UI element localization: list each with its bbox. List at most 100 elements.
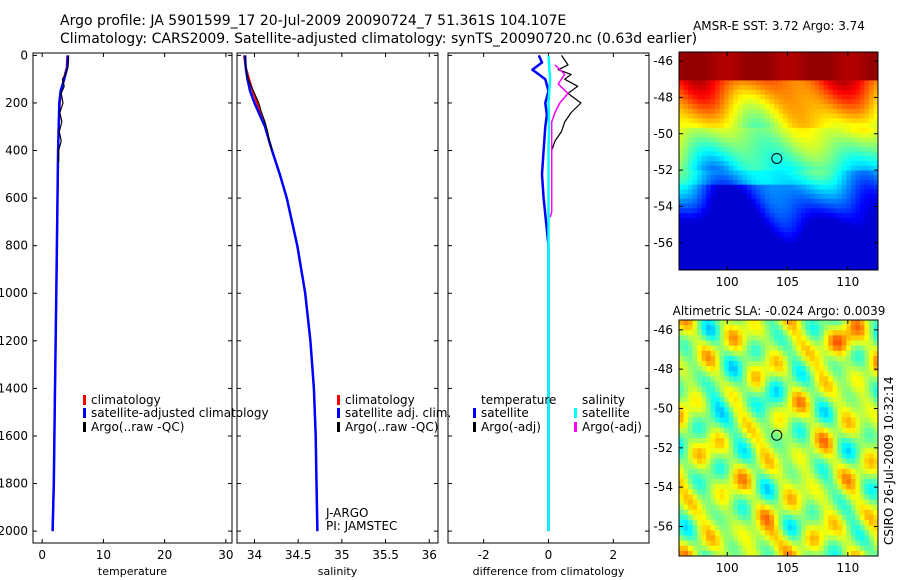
map-cell: [710, 427, 716, 434]
map-cell: [810, 52, 816, 58]
map-cell: [710, 381, 716, 388]
map-cell: [796, 473, 802, 480]
map-cell: [769, 104, 775, 110]
map-cell: [841, 402, 847, 408]
map-cell: [742, 132, 748, 138]
map-cell: [859, 198, 866, 205]
map-cell: [773, 361, 780, 367]
map-cell: [742, 94, 748, 100]
map-cell: [679, 89, 685, 96]
map-cell: [832, 376, 838, 383]
map-cell: [864, 335, 870, 342]
map-cell: [846, 156, 852, 162]
map-cell: [841, 468, 847, 475]
map-cell: [864, 151, 870, 157]
map-cell: [801, 251, 807, 257]
map-cell: [832, 325, 838, 331]
map-cell: [710, 540, 716, 547]
map-cell: [859, 432, 866, 439]
map-cell: [832, 525, 838, 531]
map-cell: [828, 535, 834, 542]
map-cell: [724, 355, 730, 362]
map-cell: [783, 458, 789, 465]
map-cell: [760, 94, 766, 100]
map-cell: [755, 170, 762, 176]
map-cell: [737, 118, 743, 124]
map-cell: [764, 217, 771, 224]
map-cell: [737, 132, 743, 138]
map-cell: [737, 66, 743, 72]
map-cell: [850, 407, 856, 413]
map-cell: [810, 85, 816, 91]
series-line-2: [245, 55, 273, 151]
map-cell: [706, 123, 712, 129]
map-cell: [746, 417, 752, 424]
map-cell: [683, 175, 689, 181]
map-cell: [805, 132, 811, 138]
map-cell: [864, 236, 870, 243]
map-cell: [719, 165, 725, 172]
map-cell: [760, 198, 766, 205]
legend-label: satellite adj. clim.: [345, 406, 451, 420]
map-cell: [792, 535, 798, 542]
map-cell: [697, 479, 703, 485]
map-cell: [746, 535, 752, 542]
map-cell: [796, 184, 802, 191]
map-cell: [683, 66, 689, 72]
map-cell: [810, 345, 816, 352]
map-cell: [823, 509, 829, 516]
map-cell: [769, 391, 775, 398]
map-cell: [728, 165, 734, 172]
map-cell: [819, 412, 825, 419]
map-cell: [783, 499, 789, 506]
map-cell: [710, 241, 716, 247]
map-cell: [864, 432, 870, 439]
map-cell: [760, 151, 766, 157]
map-cell: [837, 61, 843, 67]
map-cell: [746, 208, 752, 214]
map-cell: [746, 99, 752, 105]
map-cell: [796, 170, 802, 176]
map-cell: [710, 494, 716, 501]
map-cell: [837, 70, 843, 77]
map-cell: [688, 184, 694, 191]
map-cell: [810, 468, 816, 475]
map-cell: [823, 520, 829, 526]
map-cell: [733, 463, 739, 470]
map-cell: [783, 123, 789, 129]
map-cell: [787, 458, 793, 465]
map-cell: [787, 330, 793, 336]
map-cell: [701, 161, 707, 167]
map-cell: [814, 161, 820, 167]
map-cell: [832, 132, 838, 138]
map-cell: [828, 386, 834, 393]
map-cell: [742, 463, 748, 470]
map-cell: [801, 545, 807, 552]
map-cell: [819, 504, 825, 511]
map-cell: [859, 345, 866, 352]
map-cell: [742, 530, 748, 537]
map-cell: [706, 85, 712, 91]
map-cell: [855, 427, 861, 434]
map-cell: [810, 232, 816, 238]
map-cell: [764, 165, 771, 172]
map-cell: [864, 75, 870, 82]
map-cell: [864, 381, 870, 388]
map-cell: [801, 142, 807, 148]
map-cell: [828, 525, 834, 531]
map-cell: [710, 484, 716, 490]
map-cell: [801, 381, 807, 388]
map-cell: [688, 489, 694, 496]
map-cell: [810, 203, 816, 209]
map-cell: [764, 208, 771, 214]
map-cell: [792, 189, 798, 195]
map-cell: [742, 208, 748, 214]
map-cell: [715, 165, 721, 172]
map-cell: [819, 453, 825, 460]
map-cell: [841, 151, 847, 157]
map-cell: [706, 217, 712, 224]
series-line-1: [551, 55, 582, 151]
map-cell: [792, 550, 798, 556]
map-cell: [837, 184, 843, 191]
map-cell: [864, 453, 870, 460]
